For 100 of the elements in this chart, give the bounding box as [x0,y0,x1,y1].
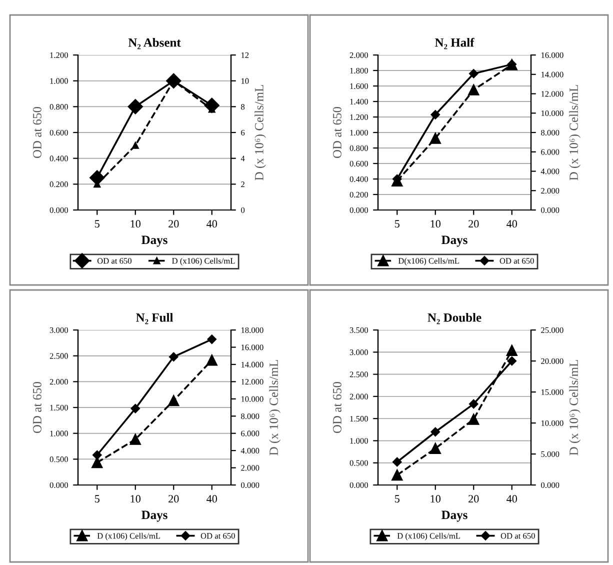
y2-tick-label: 10.000 [541,420,564,426]
y-tick-label: 1.800 [350,68,368,74]
y-tick-label: 0.000 [350,482,368,488]
x-tick-label: 5 [94,220,100,228]
legend-label: OD at 650 [97,258,132,264]
y-tick-label: 1.600 [350,83,368,90]
y2-tick-label: 10.000 [241,396,264,402]
y-tick-label: 0.600 [350,160,368,167]
point [92,457,103,468]
y2-tick-label: 8 [241,104,245,110]
y-axis-title: OD at 650 [333,382,342,434]
y-tick-label: 2.000 [50,379,68,385]
x-axis-title: Days [142,236,168,247]
chart-title: N₂ Full [136,312,174,324]
x-tick-label: 20 [168,495,179,503]
y-tick-label: 2.500 [350,372,368,378]
y2-tick-label: 14.000 [541,72,564,78]
point [468,84,480,96]
y2-tick-label: 12.000 [241,379,264,385]
legend-label: D(x106) Cells/mL [398,258,459,266]
y2-tick-label: 2 [241,182,244,188]
y2-tick-label: 15.000 [541,389,564,396]
y2-tick-label: 0.000 [241,482,260,488]
y2-tick-label: 4 [240,156,245,162]
x-tick-label: 10 [130,220,141,228]
y-tick-label: 0.200 [50,182,68,188]
y2-axis-title: D (x 10⁶) Cells/mL [569,360,581,456]
y-tick-label: 3.500 [350,327,368,334]
y-axis-title: OD at 650 [33,106,42,158]
y-tick-label: 1.500 [350,416,368,422]
x-tick-label: 5 [94,495,100,503]
y2-tick-label: 10.000 [541,110,564,116]
x-tick-label: 5 [394,220,400,228]
y-tick-label: 0.000 [350,207,368,214]
point [392,470,403,481]
legend-label: D (x106) Cells/mL [97,532,160,540]
y2-tick-label: 12.000 [541,91,564,97]
y-tick-label: 1.000 [350,130,368,136]
point [469,68,478,78]
x-tick-label: 5 [394,495,400,503]
y-axis-title: OD at 650 [33,382,42,434]
y-tick-label: 0.200 [350,192,368,198]
y-tick-label: 0.500 [50,456,68,462]
y-tick-label: 1.500 [50,404,68,411]
point [507,356,516,366]
legend-label: OD at 650 [500,258,534,264]
point [430,132,441,144]
point [430,427,440,436]
x-axis-title: Days [442,236,468,247]
point [430,110,440,120]
point [168,395,180,406]
y2-axis-title: D (x 10⁶) Cells/mL [254,85,266,180]
y2-tick-label: 16.000 [541,52,564,58]
x-tick-label: 10 [430,495,441,503]
y-axis-title: OD at 650 [333,106,342,158]
point [130,434,141,445]
y2-tick-label: 0.000 [541,482,560,488]
point [392,457,402,467]
y-tick-label: 2.000 [350,394,368,400]
y2-tick-label: 10 [241,78,249,84]
y-tick-label: 1.400 [350,98,368,105]
legend-label: OD at 650 [200,533,235,539]
y2-tick-label: 0.000 [541,207,560,214]
point [169,352,178,362]
y2-tick-label: 6.000 [541,149,560,155]
x-tick-label: 10 [130,495,141,503]
point [207,334,216,344]
y2-tick-label: 2.000 [241,465,260,471]
y-tick-label: 0.800 [50,104,68,110]
chart-title: N₂ Half [434,38,474,50]
point [469,399,478,409]
y-tick-label: 0.000 [50,482,68,488]
point [92,450,102,460]
legend-label: D (x106) Cells/mL [172,258,235,266]
y2-tick-label: 4.000 [240,448,260,454]
point [128,99,143,114]
y-tick-label: 0.600 [50,130,68,136]
y-tick-label: 3.000 [50,327,68,334]
y2-tick-label: 5.000 [541,451,560,458]
x-tick-label: 20 [468,220,479,228]
y2-tick-label: 25.000 [541,327,564,334]
y2-tick-label: 6.000 [241,430,260,436]
y-tick-label: 1.200 [50,52,68,58]
x-tick-label: 40 [206,495,218,503]
y-tick-label: 3.000 [350,349,368,356]
x-axis-title: Days [142,510,168,522]
y2-tick-label: 8.000 [241,413,260,420]
y2-tick-label: 8.000 [541,130,560,136]
y-tick-label: 2.000 [350,52,368,58]
legend-label: D (x106) Cells/mL [397,532,460,540]
y-tick-label: 0.800 [350,145,368,152]
y-tick-label: 1.000 [50,78,68,84]
point [132,142,139,149]
y2-tick-label: 12 [241,52,249,58]
point [506,344,518,356]
y2-tick-label: 14.000 [241,362,264,368]
y2-tick-label: 18.000 [241,327,264,334]
y-tick-label: 0.400 [50,156,68,162]
x-tick-label: 40 [506,220,518,228]
y2-tick-label: 4.000 [540,168,560,174]
